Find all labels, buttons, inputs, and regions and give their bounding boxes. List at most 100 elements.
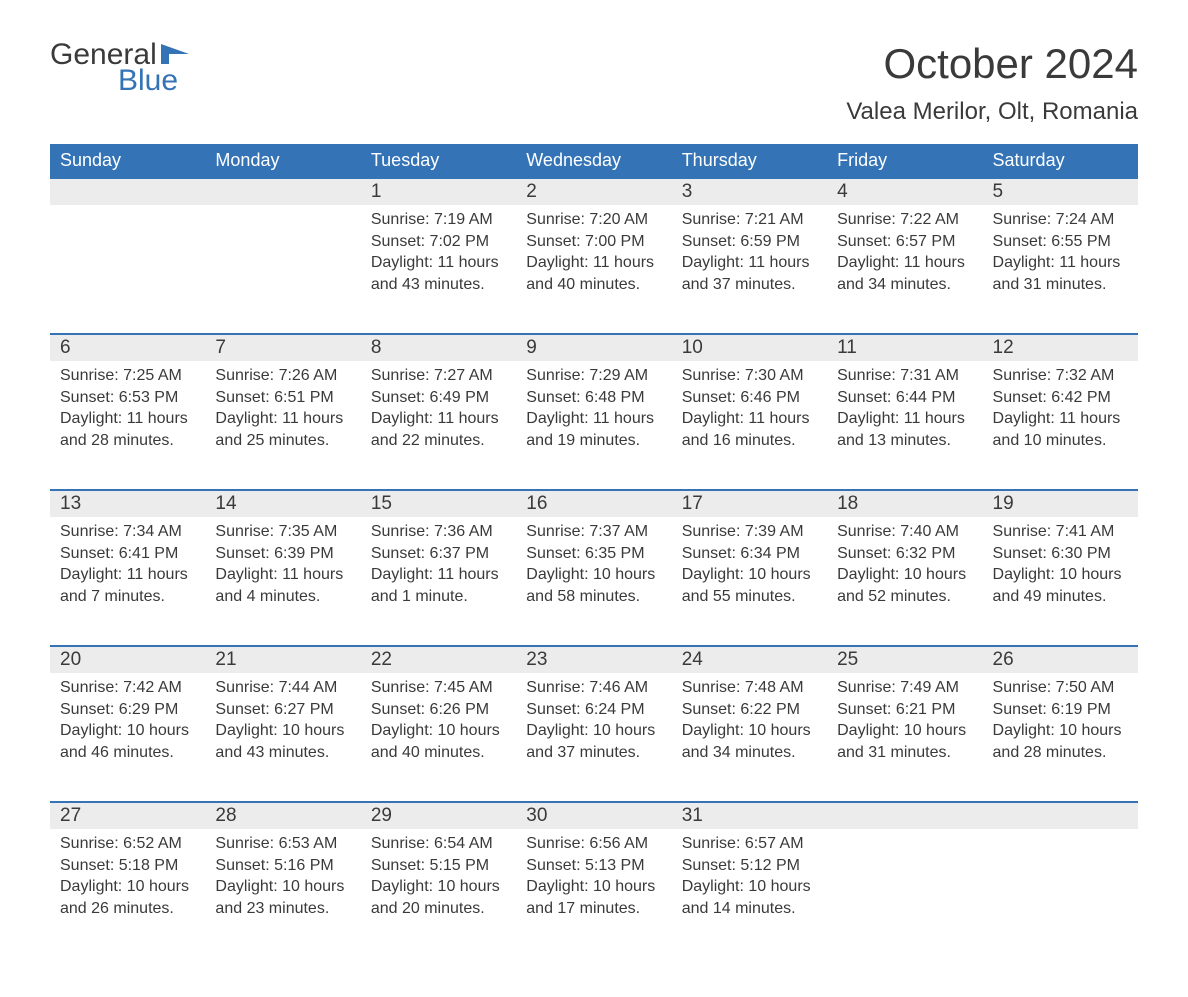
- day-details: Sunrise: 7:49 AMSunset: 6:21 PMDaylight:…: [827, 673, 982, 779]
- day-body-cell: [983, 829, 1138, 957]
- day-number-cell: 29: [361, 802, 516, 829]
- day-body-cell: Sunrise: 7:27 AMSunset: 6:49 PMDaylight:…: [361, 361, 516, 490]
- day-number-cell: 28: [205, 802, 360, 829]
- day-number-cell: 20: [50, 646, 205, 673]
- day-details: Sunrise: 6:54 AMSunset: 5:15 PMDaylight:…: [361, 829, 516, 935]
- day-number-row: 20212223242526: [50, 646, 1138, 673]
- day-details: Sunrise: 7:31 AMSunset: 6:44 PMDaylight:…: [827, 361, 982, 467]
- weekday-header: Thursday: [672, 144, 827, 178]
- month-title: October 2024: [846, 40, 1138, 88]
- day-body-cell: Sunrise: 6:54 AMSunset: 5:15 PMDaylight:…: [361, 829, 516, 957]
- day-details: Sunrise: 7:50 AMSunset: 6:19 PMDaylight:…: [983, 673, 1138, 779]
- day-body-cell: Sunrise: 7:45 AMSunset: 6:26 PMDaylight:…: [361, 673, 516, 802]
- day-body-cell: Sunrise: 7:19 AMSunset: 7:02 PMDaylight:…: [361, 205, 516, 334]
- day-number-cell: 23: [516, 646, 671, 673]
- weekday-header: Monday: [205, 144, 360, 178]
- day-details: Sunrise: 6:53 AMSunset: 5:16 PMDaylight:…: [205, 829, 360, 935]
- day-details: Sunrise: 7:25 AMSunset: 6:53 PMDaylight:…: [50, 361, 205, 467]
- day-number-cell: 24: [672, 646, 827, 673]
- day-number-cell: 21: [205, 646, 360, 673]
- location: Valea Merilor, Olt, Romania: [846, 98, 1138, 126]
- day-body-cell: Sunrise: 7:39 AMSunset: 6:34 PMDaylight:…: [672, 517, 827, 646]
- weekday-header: Wednesday: [516, 144, 671, 178]
- day-details: Sunrise: 7:26 AMSunset: 6:51 PMDaylight:…: [205, 361, 360, 467]
- day-body-cell: Sunrise: 7:36 AMSunset: 6:37 PMDaylight:…: [361, 517, 516, 646]
- day-body-cell: Sunrise: 7:48 AMSunset: 6:22 PMDaylight:…: [672, 673, 827, 802]
- day-body-cell: [205, 205, 360, 334]
- day-number-cell: 25: [827, 646, 982, 673]
- day-body-cell: [50, 205, 205, 334]
- day-number-cell: 14: [205, 490, 360, 517]
- day-details: Sunrise: 7:35 AMSunset: 6:39 PMDaylight:…: [205, 517, 360, 623]
- day-number-row: 13141516171819: [50, 490, 1138, 517]
- day-details: Sunrise: 7:34 AMSunset: 6:41 PMDaylight:…: [50, 517, 205, 623]
- day-details: Sunrise: 6:57 AMSunset: 5:12 PMDaylight:…: [672, 829, 827, 935]
- day-number-cell: 4: [827, 178, 982, 205]
- header: General Blue October 2024 Valea Merilor,…: [50, 40, 1138, 126]
- day-body-cell: Sunrise: 7:26 AMSunset: 6:51 PMDaylight:…: [205, 361, 360, 490]
- day-number-cell: 10: [672, 334, 827, 361]
- day-number-cell: [205, 178, 360, 205]
- logo: General Blue: [50, 40, 189, 96]
- day-details: Sunrise: 7:29 AMSunset: 6:48 PMDaylight:…: [516, 361, 671, 467]
- weekday-header: Friday: [827, 144, 982, 178]
- day-details: Sunrise: 7:32 AMSunset: 6:42 PMDaylight:…: [983, 361, 1138, 467]
- day-number-cell: 17: [672, 490, 827, 517]
- day-body-cell: Sunrise: 7:49 AMSunset: 6:21 PMDaylight:…: [827, 673, 982, 802]
- day-body-row: Sunrise: 7:19 AMSunset: 7:02 PMDaylight:…: [50, 205, 1138, 334]
- day-body-cell: Sunrise: 7:37 AMSunset: 6:35 PMDaylight:…: [516, 517, 671, 646]
- day-details: Sunrise: 7:20 AMSunset: 7:00 PMDaylight:…: [516, 205, 671, 311]
- day-details: Sunrise: 7:22 AMSunset: 6:57 PMDaylight:…: [827, 205, 982, 311]
- day-body-cell: Sunrise: 7:42 AMSunset: 6:29 PMDaylight:…: [50, 673, 205, 802]
- day-number-row: 12345: [50, 178, 1138, 205]
- day-body-cell: Sunrise: 7:29 AMSunset: 6:48 PMDaylight:…: [516, 361, 671, 490]
- day-details: Sunrise: 7:39 AMSunset: 6:34 PMDaylight:…: [672, 517, 827, 623]
- logo-flag-icon: [161, 44, 189, 64]
- day-number-cell: 2: [516, 178, 671, 205]
- day-number-cell: 13: [50, 490, 205, 517]
- day-body-cell: Sunrise: 7:46 AMSunset: 6:24 PMDaylight:…: [516, 673, 671, 802]
- day-body-cell: Sunrise: 7:32 AMSunset: 6:42 PMDaylight:…: [983, 361, 1138, 490]
- day-body-cell: Sunrise: 7:25 AMSunset: 6:53 PMDaylight:…: [50, 361, 205, 490]
- day-body-cell: Sunrise: 7:24 AMSunset: 6:55 PMDaylight:…: [983, 205, 1138, 334]
- day-number-row: 2728293031: [50, 802, 1138, 829]
- day-number-cell: 7: [205, 334, 360, 361]
- day-details: Sunrise: 6:56 AMSunset: 5:13 PMDaylight:…: [516, 829, 671, 935]
- day-body-cell: Sunrise: 7:22 AMSunset: 6:57 PMDaylight:…: [827, 205, 982, 334]
- day-number-cell: [983, 802, 1138, 829]
- day-details: Sunrise: 7:46 AMSunset: 6:24 PMDaylight:…: [516, 673, 671, 779]
- day-body-cell: Sunrise: 6:53 AMSunset: 5:16 PMDaylight:…: [205, 829, 360, 957]
- day-body-cell: Sunrise: 7:50 AMSunset: 6:19 PMDaylight:…: [983, 673, 1138, 802]
- day-number-cell: [50, 178, 205, 205]
- weekday-header: Sunday: [50, 144, 205, 178]
- logo-word2: Blue: [50, 66, 189, 96]
- day-body-cell: Sunrise: 7:21 AMSunset: 6:59 PMDaylight:…: [672, 205, 827, 334]
- day-body-row: Sunrise: 7:34 AMSunset: 6:41 PMDaylight:…: [50, 517, 1138, 646]
- day-number-cell: 5: [983, 178, 1138, 205]
- day-body-row: Sunrise: 6:52 AMSunset: 5:18 PMDaylight:…: [50, 829, 1138, 957]
- day-details: Sunrise: 6:52 AMSunset: 5:18 PMDaylight:…: [50, 829, 205, 935]
- day-details: Sunrise: 7:44 AMSunset: 6:27 PMDaylight:…: [205, 673, 360, 779]
- day-number-cell: 22: [361, 646, 516, 673]
- day-number-cell: [827, 802, 982, 829]
- day-body-cell: Sunrise: 7:35 AMSunset: 6:39 PMDaylight:…: [205, 517, 360, 646]
- day-body-cell: Sunrise: 7:44 AMSunset: 6:27 PMDaylight:…: [205, 673, 360, 802]
- day-details: Sunrise: 7:21 AMSunset: 6:59 PMDaylight:…: [672, 205, 827, 311]
- day-details: Sunrise: 7:41 AMSunset: 6:30 PMDaylight:…: [983, 517, 1138, 623]
- day-body-cell: Sunrise: 7:34 AMSunset: 6:41 PMDaylight:…: [50, 517, 205, 646]
- day-number-cell: 26: [983, 646, 1138, 673]
- day-body-cell: Sunrise: 6:56 AMSunset: 5:13 PMDaylight:…: [516, 829, 671, 957]
- day-details: Sunrise: 7:42 AMSunset: 6:29 PMDaylight:…: [50, 673, 205, 779]
- calendar-table: Sunday Monday Tuesday Wednesday Thursday…: [50, 144, 1138, 957]
- day-body-cell: Sunrise: 7:41 AMSunset: 6:30 PMDaylight:…: [983, 517, 1138, 646]
- day-number-cell: 18: [827, 490, 982, 517]
- day-number-cell: 31: [672, 802, 827, 829]
- day-body-cell: Sunrise: 7:30 AMSunset: 6:46 PMDaylight:…: [672, 361, 827, 490]
- day-number-cell: 1: [361, 178, 516, 205]
- day-body-cell: Sunrise: 7:20 AMSunset: 7:00 PMDaylight:…: [516, 205, 671, 334]
- day-number-cell: 9: [516, 334, 671, 361]
- day-number-cell: 6: [50, 334, 205, 361]
- day-details: Sunrise: 7:19 AMSunset: 7:02 PMDaylight:…: [361, 205, 516, 311]
- day-body-row: Sunrise: 7:25 AMSunset: 6:53 PMDaylight:…: [50, 361, 1138, 490]
- day-number-cell: 27: [50, 802, 205, 829]
